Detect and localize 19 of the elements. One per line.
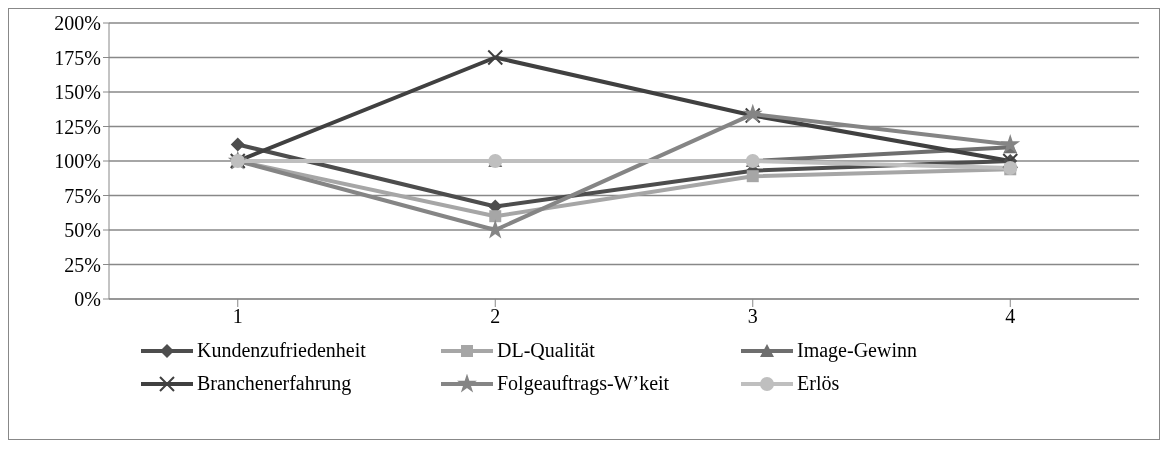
y-tick-label: 125% <box>54 115 101 138</box>
legend-label: Image-Gewinn <box>797 339 917 362</box>
x-tick-label: 4 <box>1005 305 1016 328</box>
y-tick-label: 75% <box>64 184 101 207</box>
legend-label: DL-Qualität <box>497 339 595 362</box>
x-tick-label: 2 <box>490 305 501 328</box>
legend-label: Folgeauftrags-W’keit <box>497 372 670 395</box>
x-tick-label: 1 <box>232 305 243 328</box>
legend-label: Branchenerfahrung <box>197 372 352 395</box>
legend-label: Erlös <box>797 372 840 395</box>
y-tick-label: 150% <box>54 81 101 104</box>
x-tick-label: 3 <box>747 305 758 328</box>
y-tick-label: 50% <box>64 219 101 242</box>
y-tick-label: 200% <box>54 12 101 35</box>
y-tick-label: 100% <box>54 150 101 173</box>
legend-label: Kundenzufriedenheit <box>197 339 366 362</box>
y-tick-label: 0% <box>74 288 101 311</box>
y-tick-label: 25% <box>64 253 101 276</box>
y-tick-label: 175% <box>54 46 101 69</box>
